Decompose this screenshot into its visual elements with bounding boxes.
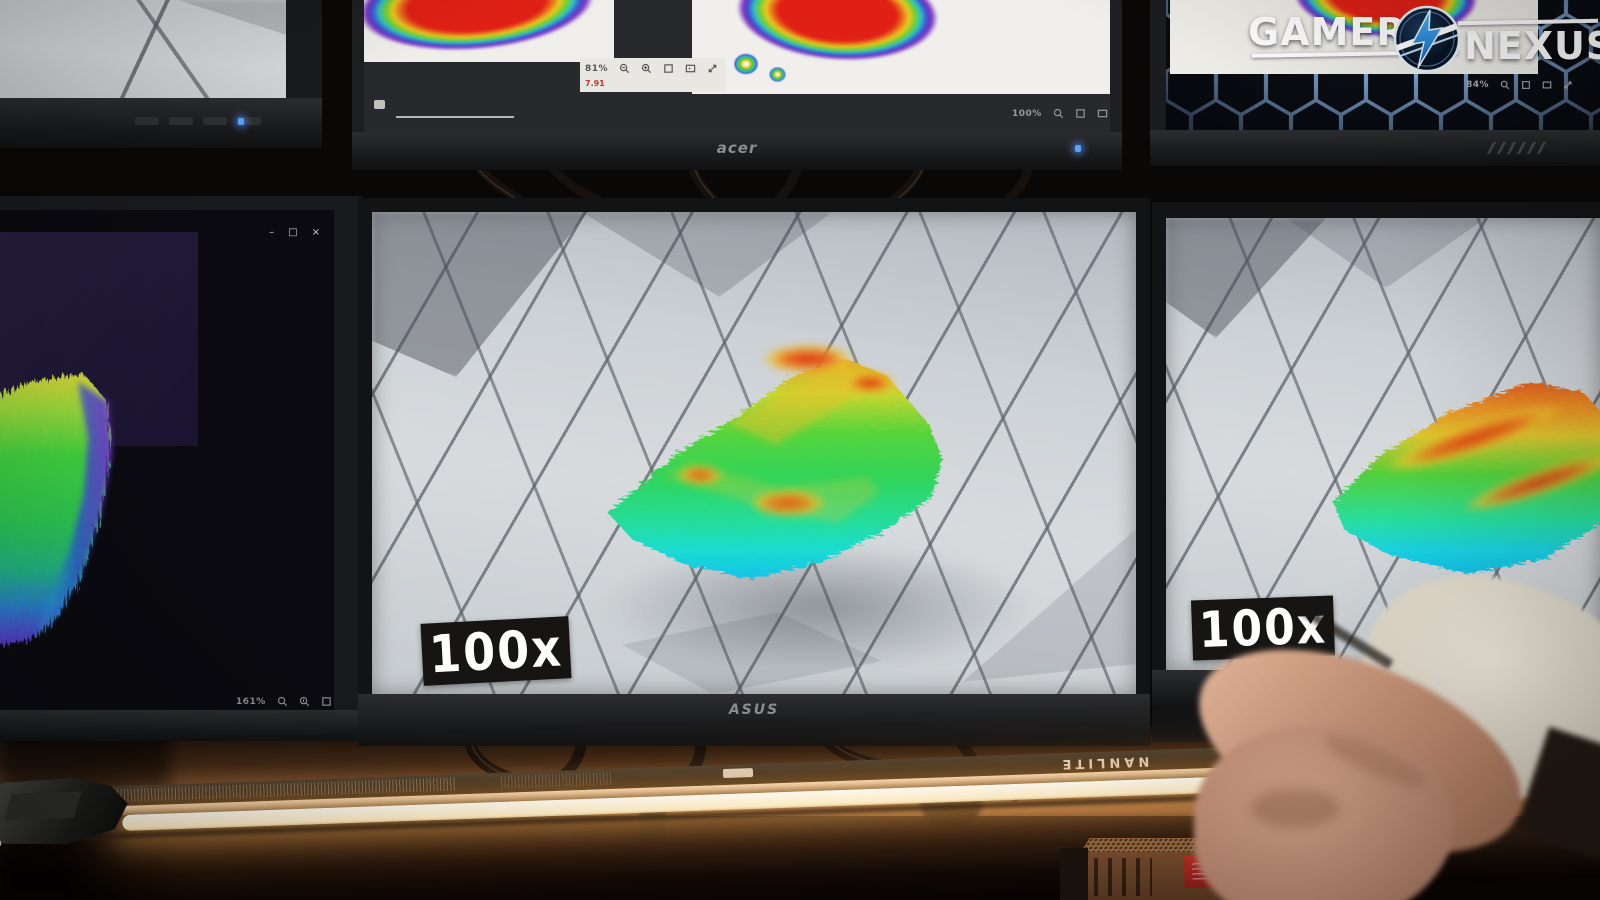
person-arm [1130,543,1600,900]
power-led [1075,145,1081,152]
asus-logo: ASUS [728,702,780,718]
monitor-bezel [1150,130,1600,166]
end-cap-facet [4,791,81,820]
zoom-level: 81% [585,63,609,74]
monitor-bezel [0,98,322,148]
screen-dark-3d-app: – □ × [0,210,334,710]
osd-button [169,117,193,125]
taskbar-icon[interactable] [374,100,385,109]
zoom-in-icon[interactable] [1500,80,1510,90]
monitor-bezel: ASUS [358,694,1150,746]
viewer-window-a [364,0,614,62]
frame-icon[interactable] [1542,80,1552,90]
window-controls: – □ × [260,220,320,239]
monitor-brand-mark [1486,142,1552,154]
zoom-level: 100% [1012,108,1042,119]
shadow-wedge [582,212,832,297]
frame-icon[interactable] [1097,108,1108,119]
shadow-wedge [1286,218,1486,288]
monitor-mid-left: – □ × [0,196,362,741]
viewer-status-strip: 81% 7.91 [580,58,726,92]
thermal-satellite-blob [732,52,760,76]
zoom-in-icon[interactable] [299,696,310,707]
surface-scan-3d [608,344,942,579]
taskbar-underline [396,116,514,118]
knuckle-shadow [1250,788,1340,828]
osd-button-row [135,117,271,125]
maximize-button[interactable]: □ [288,227,298,238]
surface-scan-3d-dark [0,374,112,646]
monitor-bezel [0,710,362,741]
expand-icon[interactable] [707,63,718,74]
viewer-toolbar: 100% [1012,108,1110,119]
monitor-top-center: 81% 7.91 100% acer [352,0,1122,170]
expand-icon[interactable] [1563,80,1573,90]
hand-fist [1194,726,1454,900]
equipment-dark-cap [1060,848,1088,900]
viewer-toolbar: 81% [585,63,718,74]
monitor-mid-center: 100x ASUS [358,198,1150,746]
power-led [238,118,244,125]
nexus-wordmark: NEXUS [1464,24,1600,68]
magnification-text: 100x [427,617,565,685]
zoom-out-icon[interactable] [277,696,288,707]
zoom-in-icon[interactable] [641,63,652,74]
zoom-level: 161% [236,696,266,707]
surface-scan-3d [1333,382,1600,574]
crop-icon[interactable] [663,63,674,74]
osd-button [237,117,261,125]
minimize-button[interactable]: – [268,227,274,238]
osd-button [135,117,159,125]
viewer-window [1170,0,1538,74]
close-button[interactable]: × [311,227,320,238]
nanlite-logo-mark [722,768,754,779]
crop-icon[interactable] [1521,80,1531,90]
shadow-wedge [178,0,286,36]
zoom-out-icon[interactable] [619,63,630,74]
osd-button [203,117,227,125]
thermal-heatmap-blob [364,0,614,62]
crop-icon[interactable] [321,696,332,707]
gn-emblem-icon [1393,5,1461,73]
measurement-reading: 7.91 [585,79,605,88]
screen-3d-floor: 100x [372,212,1136,694]
surface-ground-shadow [602,542,1032,672]
zoom-level: 84% [1466,80,1490,90]
monitor-bezel: acer [352,132,1122,170]
screen-heatmap-desktop: 81% 7.91 100% [364,0,1110,132]
zoom-in-icon[interactable] [1053,108,1064,119]
magnification-label: 100x [420,616,572,686]
screen-3d-floor-far [0,0,286,102]
gamers-nexus-logo: GAMERS NEXUS [1238,4,1600,78]
acer-logo: acer [716,139,758,157]
viewer-window-b [692,0,1110,94]
viewer-toolbar: 161% [236,696,334,707]
monitor-top-left [0,0,322,148]
frame-icon[interactable] [685,63,696,74]
viewer-toolbar: 84% [1466,80,1573,90]
crop-icon[interactable] [1075,108,1086,119]
thermal-satellite-blob [768,66,787,83]
